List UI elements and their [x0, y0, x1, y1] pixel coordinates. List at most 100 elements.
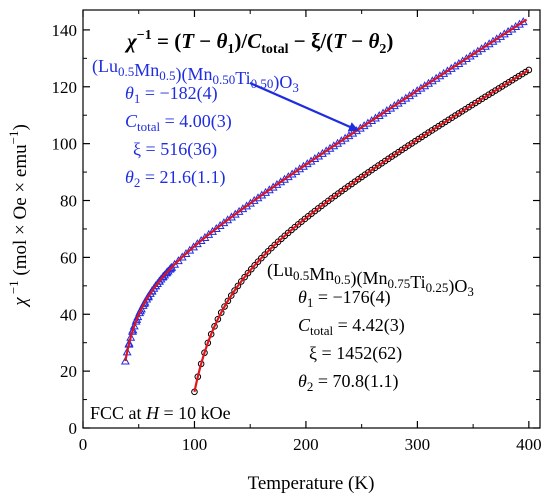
data-point [522, 68, 529, 76]
chart-title-formula: χ−1 = (T − θ1)/Ctotal − ξ/(T − θ2) [124, 28, 393, 57]
annotation-blue-theta2: θ2 = 21.6(1.1) [125, 167, 226, 190]
data-point [498, 83, 506, 90]
data-point [234, 282, 242, 290]
data-point [438, 120, 446, 128]
series-blue [120, 17, 528, 365]
series-black [191, 66, 533, 396]
data-point [515, 72, 523, 80]
data-point [508, 76, 516, 84]
data-point [211, 323, 218, 330]
data-point [475, 97, 482, 105]
annotation-black-ctotal: Ctotal = 4.42(3) [298, 315, 405, 338]
measurement-note: FCC at H = 10 kOe [90, 403, 231, 423]
data-point [435, 122, 442, 130]
annotation-black-theta1: θ1 = −176(4) [298, 287, 391, 310]
data-point [408, 140, 416, 147]
data-point [244, 269, 252, 277]
fit-line-black-series [193, 69, 530, 393]
data-point [237, 278, 245, 285]
data-point [264, 248, 272, 255]
data-point [488, 89, 496, 96]
data-point [160, 270, 170, 279]
data-point [431, 125, 439, 132]
data-point [248, 265, 255, 273]
plot-frame [82, 9, 541, 429]
x-tick-label: 300 [405, 435, 431, 454]
data-point [388, 153, 396, 160]
data-point [472, 99, 479, 107]
y-tick-label: 40 [60, 305, 77, 324]
data-point [120, 356, 130, 365]
data-point [381, 157, 389, 165]
annotation-arrow [249, 81, 359, 132]
data-point [445, 116, 452, 124]
data-point [217, 309, 225, 316]
data-point [441, 118, 449, 126]
x-tick-label: 400 [516, 435, 542, 454]
data-point [258, 254, 265, 262]
data-point [241, 273, 248, 281]
data-point [254, 258, 262, 265]
data-point [485, 91, 493, 98]
data-point [425, 129, 432, 136]
y-axis-title: χ −1 (mol × Oe × emu−1) [6, 124, 31, 308]
data-point [261, 251, 268, 258]
data-point [405, 142, 412, 149]
data-point [411, 137, 419, 145]
x-tick-label: 100 [182, 435, 208, 454]
y-tick-label: 100 [52, 135, 78, 154]
data-point [482, 93, 489, 101]
annotation-blue-ctotal: Ctotal = 4.00(3) [125, 111, 232, 134]
annotation-black-theta2: θ2 = 70.8(1.1) [298, 371, 399, 394]
annotation-black-series: (Lu0.5Mn0.5)(Mn0.75Ti0.25)O3 θ1 = −176(4… [267, 260, 474, 394]
data-point [468, 101, 476, 109]
data-point [502, 81, 509, 88]
annotation-blue-series: (Lu0.5Mn0.5)(Mn0.50Ti0.50)O3 θ1 = −182(4… [92, 56, 299, 190]
annotation-blue-xi: ξ = 516(36) [133, 139, 217, 160]
data-point [395, 148, 402, 156]
data-point [451, 112, 459, 119]
data-point [401, 144, 409, 152]
annotation-blue-theta1: θ1 = −182(4) [125, 83, 218, 106]
data-point [525, 66, 533, 74]
data-point [448, 114, 456, 121]
y-tick-label: 120 [52, 78, 78, 97]
data-point [495, 85, 503, 92]
data-point [251, 262, 258, 269]
data-point [418, 133, 426, 141]
annotation-blue-compound: (Lu0.5Mn0.5)(Mn0.50Ti0.50)O3 [92, 56, 299, 95]
data-point [428, 127, 436, 134]
fit-line-blue-series [124, 18, 528, 362]
x-tick-label: 200 [293, 435, 319, 454]
data-point [462, 105, 469, 113]
axis-ticks: 0 100 200 300 400 0 20 40 60 80 100 120 140 [52, 10, 542, 454]
y-tick-label: 60 [60, 248, 77, 267]
data-point [492, 87, 499, 94]
data-point [398, 146, 406, 154]
x-axis-title: Temperature (K) [248, 473, 375, 494]
data-point [385, 155, 392, 163]
data-layer [120, 17, 533, 396]
annotation-black-compound: (Lu0.5Mn0.5)(Mn0.75Ti0.25)O3 [267, 260, 474, 299]
data-point [156, 274, 166, 283]
y-tick-label: 0 [69, 419, 78, 438]
data-point [391, 151, 399, 158]
data-point [458, 108, 466, 115]
data-point [227, 292, 235, 299]
data-point [455, 110, 462, 117]
data-point [518, 70, 526, 78]
data-point [505, 78, 513, 86]
x-tick-label: 0 [79, 435, 88, 454]
data-point [231, 287, 238, 294]
y-tick-label: 20 [60, 362, 77, 381]
y-tick-label: 80 [60, 192, 77, 211]
data-point [421, 131, 429, 139]
y-tick-label: 140 [52, 21, 78, 40]
data-point [478, 95, 486, 103]
data-point [378, 159, 386, 167]
data-point [214, 315, 222, 323]
data-point [224, 297, 232, 305]
data-point [465, 103, 472, 111]
annotation-black-xi: ξ = 1452(62) [309, 343, 402, 364]
